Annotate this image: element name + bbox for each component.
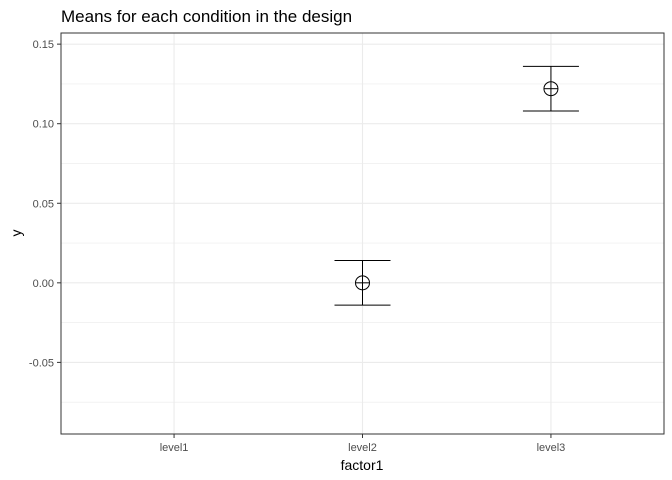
y-tick-label: 0.05 xyxy=(33,198,54,210)
x-axis-title: factor1 xyxy=(341,457,384,473)
data-point-level3 xyxy=(522,65,579,112)
y-tick-label: -0.05 xyxy=(29,357,54,369)
chart-title: Means for each condition in the design xyxy=(61,7,352,26)
grid xyxy=(61,33,664,434)
y-axis-title: y xyxy=(8,230,24,237)
y-tick-label: 0.10 xyxy=(33,119,54,131)
x-tick-label: level3 xyxy=(537,442,566,454)
x-tick-label: level1 xyxy=(160,442,189,454)
x-axis: level1 level2 level3 xyxy=(160,434,566,454)
y-axis: -0.05 0.00 0.05 0.10 0.15 xyxy=(29,39,61,369)
marks xyxy=(334,65,579,306)
x-tick-label: level2 xyxy=(348,442,377,454)
data-point-level2 xyxy=(334,260,391,306)
y-tick-label: 0.00 xyxy=(33,278,54,290)
y-tick-label: 0.15 xyxy=(33,39,54,51)
